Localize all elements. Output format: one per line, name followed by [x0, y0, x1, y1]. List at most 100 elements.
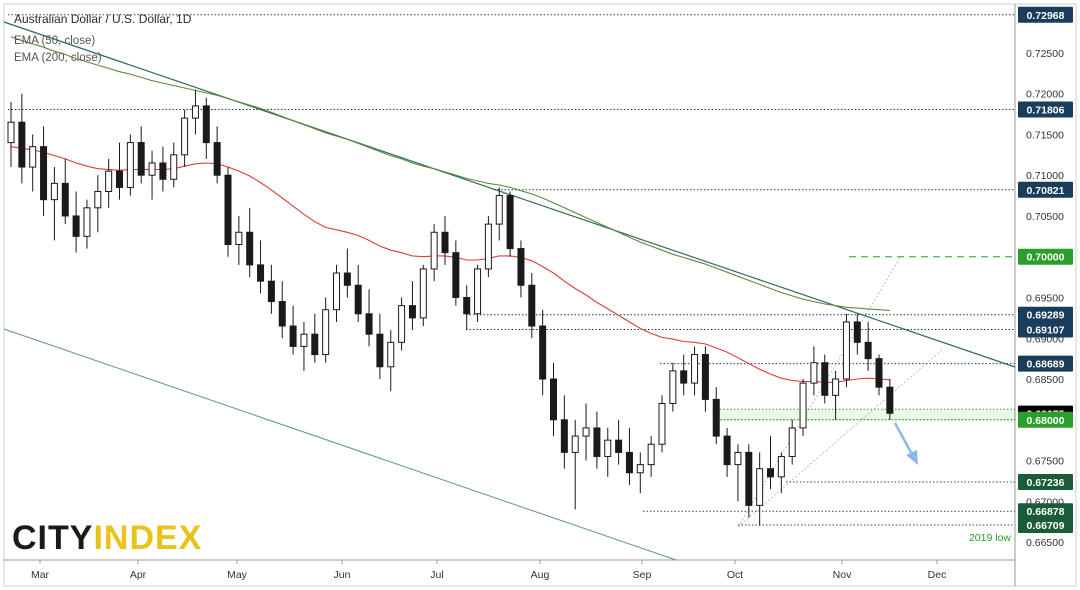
x-tick-label-0: Mar [31, 569, 50, 581]
time-axis: Mar Apr May Jun Jul Aug Sep Oct Nov Dec [31, 560, 946, 581]
price-tag-text-0: 0.72968 [1027, 10, 1065, 22]
candle-body-76 [832, 378, 840, 396]
y-tick-label-2: 0.71500 [1026, 129, 1064, 141]
rising-channel-upper [737, 257, 901, 528]
candle-body-11 [126, 142, 134, 188]
candle-body-23 [257, 264, 265, 282]
candle-10 [116, 142, 123, 200]
y-tick-label-4: 0.70500 [1026, 211, 1064, 223]
price-tag-3: 0.70000 [1018, 248, 1073, 265]
rising-channel-lower [737, 348, 944, 528]
upper-trendline [3, 21, 1016, 368]
candle-72 [788, 419, 796, 465]
candle-body-35 [387, 341, 395, 368]
candle-75 [821, 354, 829, 404]
candle-42 [463, 285, 471, 331]
support-zone [712, 408, 1016, 421]
candle-36 [398, 297, 406, 351]
candle-body-10 [116, 170, 123, 188]
candle-24 [267, 264, 275, 314]
candle-64 [701, 346, 709, 412]
y-tick-label-3: 0.71000 [1026, 170, 1064, 182]
candle-45 [495, 187, 503, 241]
candle-49 [539, 309, 547, 396]
candle-31 [343, 248, 351, 298]
candle-body-38 [419, 268, 427, 319]
brand-logo: CITYINDEX [12, 519, 202, 557]
candle-59 [647, 436, 655, 477]
price-tag-5: 0.69107 [1018, 321, 1073, 338]
candle-body-8 [94, 191, 102, 209]
candle-63 [691, 346, 699, 396]
candle-body-52 [571, 435, 579, 453]
x-tick-label-2: May [227, 569, 248, 581]
candle-22 [246, 207, 254, 278]
price-tag-9: 0.67236 [1018, 474, 1073, 491]
candle-body-49 [539, 325, 547, 380]
candle-body-66 [723, 435, 731, 466]
candle-50 [550, 362, 557, 437]
price-tag-text-3: 0.70000 [1027, 252, 1065, 264]
candle-body-43 [474, 268, 482, 315]
candle-body-15 [170, 154, 178, 180]
candle-body-3 [40, 146, 48, 201]
x-tick-label-7: Oct [727, 569, 743, 581]
candle-52 [571, 419, 579, 510]
arrow-shaft [893, 422, 915, 457]
price-tag-1: 0.71806 [1018, 101, 1073, 118]
candle-body-34 [376, 333, 384, 368]
price-tag-bg-9 [1018, 474, 1073, 491]
ema-fast-legend: EMA (50, close) [14, 35, 95, 47]
candle-53 [582, 403, 590, 461]
candle-body-17 [191, 105, 199, 119]
candle-70 [767, 436, 774, 490]
arrow-head [906, 450, 918, 465]
candle-body-74 [810, 362, 818, 384]
ema-slow-legend: EMA (200, close) [14, 52, 102, 64]
candle-41 [452, 240, 460, 306]
candle-body-29 [322, 309, 330, 356]
candle-body-46 [506, 195, 514, 250]
candle-body-57 [625, 451, 633, 474]
candle-43 [474, 264, 482, 322]
candle-23 [257, 240, 265, 294]
candle-26 [289, 305, 297, 355]
candle-68 [745, 444, 753, 518]
candle-body-47 [517, 248, 525, 286]
candle-58 [636, 452, 644, 494]
candle-60 [658, 395, 666, 453]
x-tick-label-9: Dec [928, 569, 947, 581]
candle-16 [181, 109, 189, 168]
candle-77 [842, 313, 850, 388]
price-tag-4: 0.69289 [1018, 306, 1073, 323]
candle-body-27 [300, 333, 308, 347]
candle-body-56 [615, 439, 623, 453]
candle-body-18 [202, 105, 210, 144]
candle-body-0 [7, 121, 15, 144]
candle-body-48 [528, 284, 536, 327]
candle-body-55 [604, 439, 612, 457]
candle-18 [202, 97, 210, 159]
chart-title: Australian Dollar / U.S. Dollar, 1D [14, 12, 192, 26]
candle-27 [300, 321, 308, 371]
price-tag-bg-4 [1018, 306, 1073, 323]
candle-67 [734, 444, 742, 502]
candle-body-64 [701, 354, 709, 400]
price-tag-text-1: 0.71806 [1027, 104, 1065, 116]
candle-44 [484, 215, 492, 278]
x-tick-label-8: Nov [833, 569, 852, 581]
price-tag-11: 0.66709 [1018, 517, 1073, 534]
candle-body-62 [680, 370, 688, 384]
candle-body-33 [365, 313, 373, 335]
trend-channel [3, 21, 1016, 561]
candle-35 [387, 330, 395, 392]
price-tag-text-9: 0.67236 [1027, 477, 1065, 489]
candle-body-31 [343, 272, 351, 286]
candle-39 [430, 224, 438, 282]
candle-37 [408, 281, 416, 331]
low-annotation: 2019 low [969, 532, 1011, 544]
candle-body-80 [875, 358, 883, 388]
candle-body-7 [83, 207, 91, 237]
